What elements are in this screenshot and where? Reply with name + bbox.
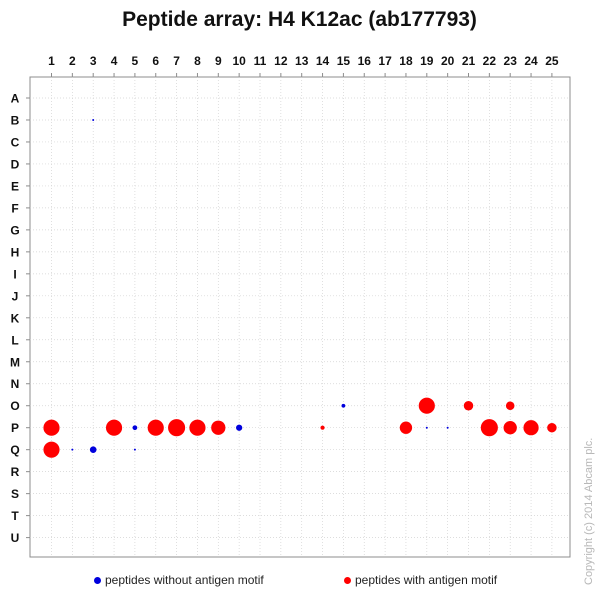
y-tick-label: K — [11, 311, 20, 325]
x-tick-label: 13 — [295, 54, 309, 68]
data-point — [463, 400, 474, 411]
y-tick-label: B — [11, 113, 20, 127]
data-point — [446, 426, 449, 429]
copyright-text: Copyright (c) 2014 Abcam plc. — [583, 437, 595, 585]
x-tick-label: 15 — [337, 54, 351, 68]
data-point — [43, 419, 60, 436]
y-tick-label: R — [11, 465, 20, 479]
legend-item-with-motif: peptides with antigen motif — [344, 573, 497, 587]
x-tick-label: 1 — [48, 54, 55, 68]
x-tick-label: 8 — [194, 54, 201, 68]
data-point — [43, 441, 60, 458]
data-point — [399, 421, 413, 434]
x-tick-label: 2 — [69, 54, 76, 68]
x-tick-label: 5 — [132, 54, 139, 68]
y-tick-label: I — [13, 267, 16, 281]
y-tick-label: L — [11, 333, 18, 347]
data-point — [89, 446, 97, 454]
y-tick-label: G — [10, 223, 19, 237]
x-tick-label: 14 — [316, 54, 330, 68]
x-tick-label: 9 — [215, 54, 222, 68]
y-tick-label: C — [11, 135, 20, 149]
y-tick-label: H — [11, 245, 20, 259]
y-tick-label: A — [11, 92, 20, 106]
data-point — [132, 425, 138, 431]
y-tick-label: S — [11, 487, 19, 501]
data-point — [418, 397, 435, 414]
x-tick-label: 16 — [358, 54, 372, 68]
x-tick-label: 11 — [254, 54, 267, 68]
x-tick-label: 20 — [441, 54, 455, 68]
x-tick-label: 10 — [232, 54, 246, 68]
x-tick-label: 3 — [90, 54, 97, 68]
x-tick-label: 7 — [173, 54, 180, 68]
data-point — [189, 419, 206, 436]
y-tick-label: T — [11, 509, 19, 523]
data-point — [92, 118, 95, 121]
x-tick-label: 24 — [524, 54, 538, 68]
data-point — [505, 401, 515, 410]
data-point — [523, 420, 539, 436]
legend-label-without-motif: peptides without antigen motif — [105, 573, 264, 587]
y-tick-label: D — [11, 157, 20, 171]
chart-title: Peptide array: H4 K12ac (ab177793) — [122, 8, 477, 31]
data-point — [503, 421, 517, 435]
data-point — [133, 448, 136, 451]
x-tick-label: 23 — [504, 54, 518, 68]
data-point — [168, 419, 186, 437]
y-tick-label: E — [11, 179, 19, 193]
x-tick-label: 25 — [545, 54, 559, 68]
legend-label-with-motif: peptides with antigen motif — [355, 573, 498, 587]
data-point — [341, 403, 346, 408]
y-tick-label: M — [10, 355, 20, 369]
x-tick-label: 4 — [111, 54, 118, 68]
legend-item-without-motif: peptides without antigen motif — [94, 573, 264, 587]
plot-frame — [29, 76, 571, 558]
x-tick-label: 19 — [420, 54, 434, 68]
data-point — [105, 419, 123, 436]
legend-blue-dot-icon — [94, 577, 101, 584]
legend-red-dot-icon — [344, 577, 351, 584]
data-point — [425, 426, 428, 429]
y-tick-label: J — [12, 289, 19, 303]
x-tick-label: 21 — [462, 54, 476, 68]
data-point — [547, 422, 557, 433]
y-tick-label: F — [11, 201, 18, 215]
y-tick-label: N — [11, 377, 20, 391]
data-point — [236, 424, 243, 431]
x-tick-label: 17 — [378, 54, 392, 68]
y-tick-label: P — [11, 421, 19, 435]
y-tick-label: U — [11, 531, 20, 545]
x-tick-label: 18 — [399, 54, 413, 68]
x-tick-label: 12 — [274, 54, 288, 68]
data-point — [211, 420, 226, 435]
data-point — [71, 448, 74, 451]
data-point — [147, 419, 164, 436]
x-tick-label: 6 — [152, 54, 159, 68]
y-tick-label: Q — [10, 443, 19, 457]
x-tick-label: 22 — [483, 54, 497, 68]
data-point — [480, 419, 498, 437]
y-tick-label: O — [10, 399, 19, 413]
data-point — [320, 425, 325, 430]
